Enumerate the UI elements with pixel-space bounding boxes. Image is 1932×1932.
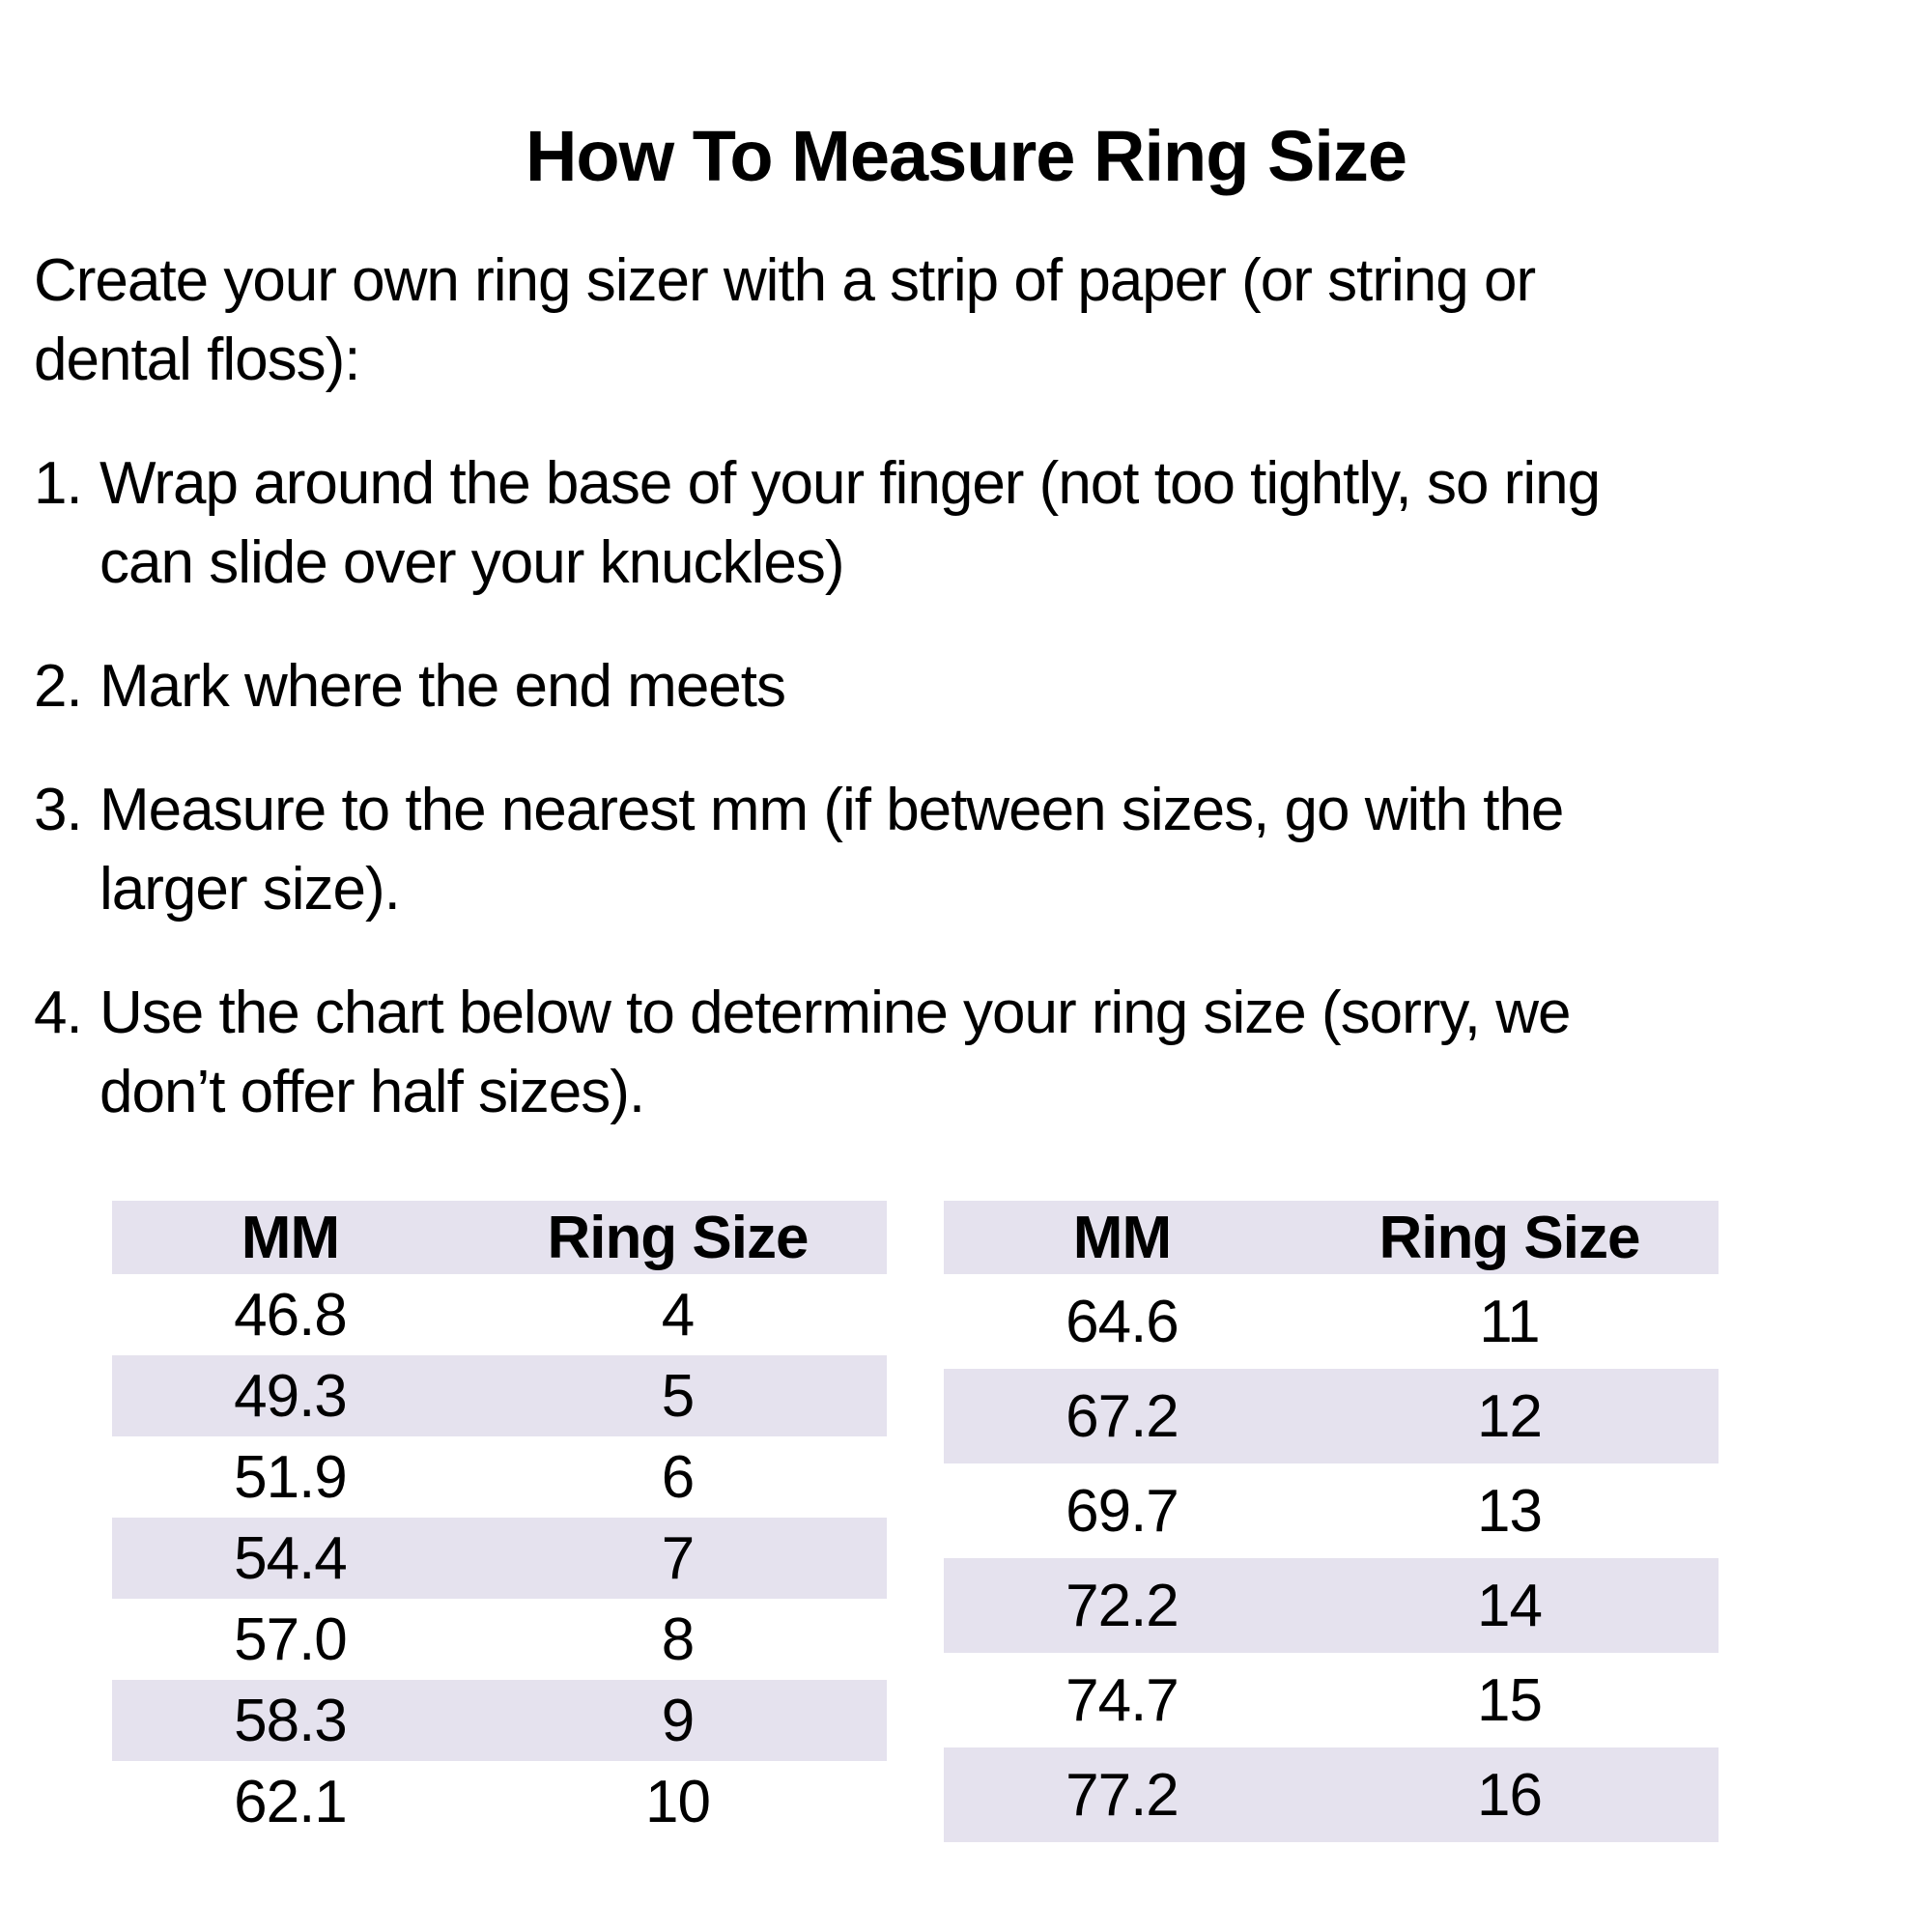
step-3-text: Measure to the nearest mm (if between si… [99,777,1564,843]
table-row: 69.7 13 [944,1463,1719,1558]
cell-ring-size: 4 [661,1281,695,1349]
size-table-left-header: MM Ring Size [112,1201,887,1274]
step-1-number: 1. [34,450,83,517]
cell-mm: 46.8 [234,1281,348,1349]
cell-ring-size: 10 [644,1768,711,1835]
cell-mm: 69.7 [1065,1477,1179,1545]
step-1-line-1: 1. Wrap around the base of your finger (n… [34,444,1898,524]
cell-mm: 74.7 [1065,1666,1179,1734]
table-row: 46.8 4 [112,1274,887,1355]
cell-mm: 49.3 [234,1362,348,1430]
intro-line-1: Create your own ring sizer with a strip … [34,247,1536,314]
step-3-line-1: 3. Measure to the nearest mm (if between … [34,771,1898,850]
column-header-ring-size: Ring Size [1299,1201,1719,1274]
step-4-line-2: don’t offer half sizes). [99,1059,645,1125]
cell-ring-size: 14 [1476,1572,1543,1639]
table-row: 51.9 6 [112,1436,887,1518]
table-row: 57.0 8 [112,1599,887,1680]
header-row: MM Ring Size [944,1201,1719,1274]
step-2-number: 2. [34,653,83,720]
step-2-line-1: 2. Mark where the end meets [34,647,1898,726]
step-4-text: Use the chart below to determine your ri… [99,980,1571,1046]
cell-ring-size: 12 [1476,1382,1543,1450]
intro-line-2: dental floss): [34,327,361,393]
cell-ring-size: 9 [661,1687,695,1754]
intro-paragraph: Create your own ring sizer with a strip … [34,242,1898,400]
table-row: 77.2 16 [944,1747,1719,1842]
table-row: 62.1 10 [112,1761,887,1842]
step-1: 1. Wrap around the base of your finger (n… [34,444,1898,603]
size-table-left: MM Ring Size 46.8 4 49.3 5 51.9 6 [112,1201,887,1842]
cell-ring-size: 13 [1476,1477,1543,1545]
cell-ring-size: 6 [661,1443,695,1511]
cell-ring-size: 15 [1476,1666,1543,1734]
cell-mm: 64.6 [1065,1288,1179,1355]
cell-ring-size: 5 [661,1362,695,1430]
column-header-mm: MM [944,1201,1300,1274]
cell-mm: 58.3 [234,1687,348,1754]
table-row: 72.2 14 [944,1558,1719,1653]
cell-ring-size: 8 [661,1605,695,1673]
cell-mm: 51.9 [234,1443,348,1511]
header-row: MM Ring Size [112,1201,887,1274]
column-header-ring-size: Ring Size [468,1201,887,1274]
step-3-number: 3. [34,777,83,843]
table-row: 54.4 7 [112,1518,887,1599]
step-4-number: 4. [34,980,83,1046]
table-row: 64.6 11 [944,1274,1719,1369]
step-1-text: Wrap around the base of your finger (not… [99,450,1601,517]
table-row: 49.3 5 [112,1355,887,1436]
cell-mm: 67.2 [1065,1382,1179,1450]
page-title: How To Measure Ring Size [525,116,1407,196]
cell-mm: 77.2 [1065,1761,1179,1829]
size-table-right-header: MM Ring Size [944,1201,1719,1274]
size-table-right: MM Ring Size 64.6 11 67.2 12 69.7 13 [944,1201,1719,1842]
cell-ring-size: 11 [1479,1288,1540,1355]
table-row: 58.3 9 [112,1680,887,1761]
cell-mm: 62.1 [234,1768,348,1835]
column-header-mm: MM [112,1201,469,1274]
table-row: 74.7 15 [944,1653,1719,1747]
cell-mm: 72.2 [1065,1572,1179,1639]
step-4: 4. Use the chart below to determine your … [34,974,1898,1132]
step-3-line-2: larger size). [99,856,401,923]
cell-ring-size: 7 [661,1524,695,1592]
step-2: 2. Mark where the end meets [34,647,1898,726]
cell-ring-size: 16 [1476,1761,1543,1829]
cell-mm: 57.0 [234,1605,348,1673]
step-1-line-2: can slide over your knuckles) [99,529,844,596]
size-tables: MM Ring Size 46.8 4 49.3 5 51.9 6 [112,1201,1898,1842]
table-row: 67.2 12 [944,1369,1719,1463]
cell-mm: 54.4 [234,1524,348,1592]
step-3: 3. Measure to the nearest mm (if between … [34,771,1898,929]
steps-list: 1. Wrap around the base of your finger (n… [34,444,1898,1132]
step-4-line-1: 4. Use the chart below to determine your … [34,974,1898,1053]
step-2-text: Mark where the end meets [99,653,786,720]
